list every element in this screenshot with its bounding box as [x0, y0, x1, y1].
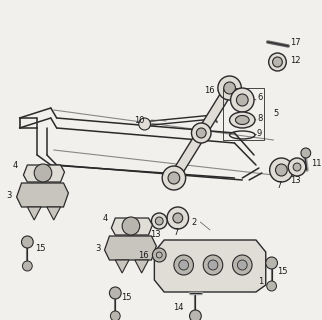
Circle shape: [301, 148, 311, 158]
Circle shape: [231, 88, 254, 112]
Circle shape: [293, 163, 301, 171]
Text: 3: 3: [6, 190, 12, 199]
Polygon shape: [111, 218, 152, 235]
Circle shape: [203, 255, 223, 275]
Circle shape: [266, 257, 278, 269]
Polygon shape: [135, 260, 148, 273]
Circle shape: [151, 213, 167, 229]
Circle shape: [276, 164, 287, 176]
Circle shape: [270, 158, 293, 182]
Circle shape: [139, 118, 150, 130]
Polygon shape: [24, 165, 64, 182]
Circle shape: [208, 260, 218, 270]
Circle shape: [196, 128, 206, 138]
Polygon shape: [105, 236, 156, 260]
Circle shape: [122, 217, 140, 235]
Bar: [223, 88, 264, 140]
Text: 12: 12: [290, 55, 301, 65]
Polygon shape: [47, 207, 61, 220]
Circle shape: [237, 260, 247, 270]
Polygon shape: [27, 207, 41, 220]
Text: 13: 13: [290, 175, 300, 185]
Circle shape: [23, 261, 32, 271]
Text: 10: 10: [134, 116, 145, 124]
Ellipse shape: [235, 116, 249, 124]
Text: 7: 7: [173, 228, 179, 236]
Polygon shape: [115, 260, 129, 273]
Circle shape: [288, 158, 306, 176]
Text: 15: 15: [121, 293, 132, 302]
Text: 17: 17: [290, 37, 301, 46]
Circle shape: [218, 76, 241, 100]
Circle shape: [155, 217, 163, 225]
Polygon shape: [154, 240, 266, 292]
Text: 7: 7: [277, 180, 282, 189]
Circle shape: [269, 53, 286, 71]
Text: 15: 15: [35, 244, 46, 252]
Circle shape: [152, 248, 166, 262]
Circle shape: [232, 255, 252, 275]
Circle shape: [236, 94, 248, 106]
Circle shape: [22, 236, 33, 248]
Circle shape: [273, 57, 282, 67]
Circle shape: [173, 213, 183, 223]
Text: 14: 14: [173, 302, 184, 311]
Circle shape: [34, 164, 52, 182]
Circle shape: [192, 123, 211, 143]
Text: 6: 6: [257, 92, 262, 101]
Circle shape: [174, 255, 194, 275]
Circle shape: [168, 172, 180, 184]
Text: 4: 4: [12, 161, 18, 170]
Circle shape: [224, 82, 235, 94]
Text: 5: 5: [274, 108, 279, 117]
Text: 8: 8: [257, 114, 262, 123]
Circle shape: [179, 260, 189, 270]
Circle shape: [109, 287, 121, 299]
Text: 11: 11: [311, 158, 321, 167]
Circle shape: [190, 310, 201, 320]
Text: 4: 4: [102, 213, 108, 222]
Text: 16: 16: [204, 85, 215, 94]
Text: 16: 16: [138, 251, 148, 260]
Circle shape: [167, 207, 189, 229]
Polygon shape: [17, 183, 68, 207]
Text: 13: 13: [150, 229, 161, 238]
Text: 2: 2: [192, 218, 197, 227]
Text: 1: 1: [258, 277, 263, 286]
Text: 9: 9: [257, 129, 262, 138]
Circle shape: [162, 166, 186, 190]
Polygon shape: [170, 85, 234, 181]
Circle shape: [267, 281, 277, 291]
Text: 15: 15: [278, 268, 288, 276]
Circle shape: [110, 311, 120, 320]
Ellipse shape: [230, 112, 255, 128]
Text: 3: 3: [95, 244, 101, 252]
